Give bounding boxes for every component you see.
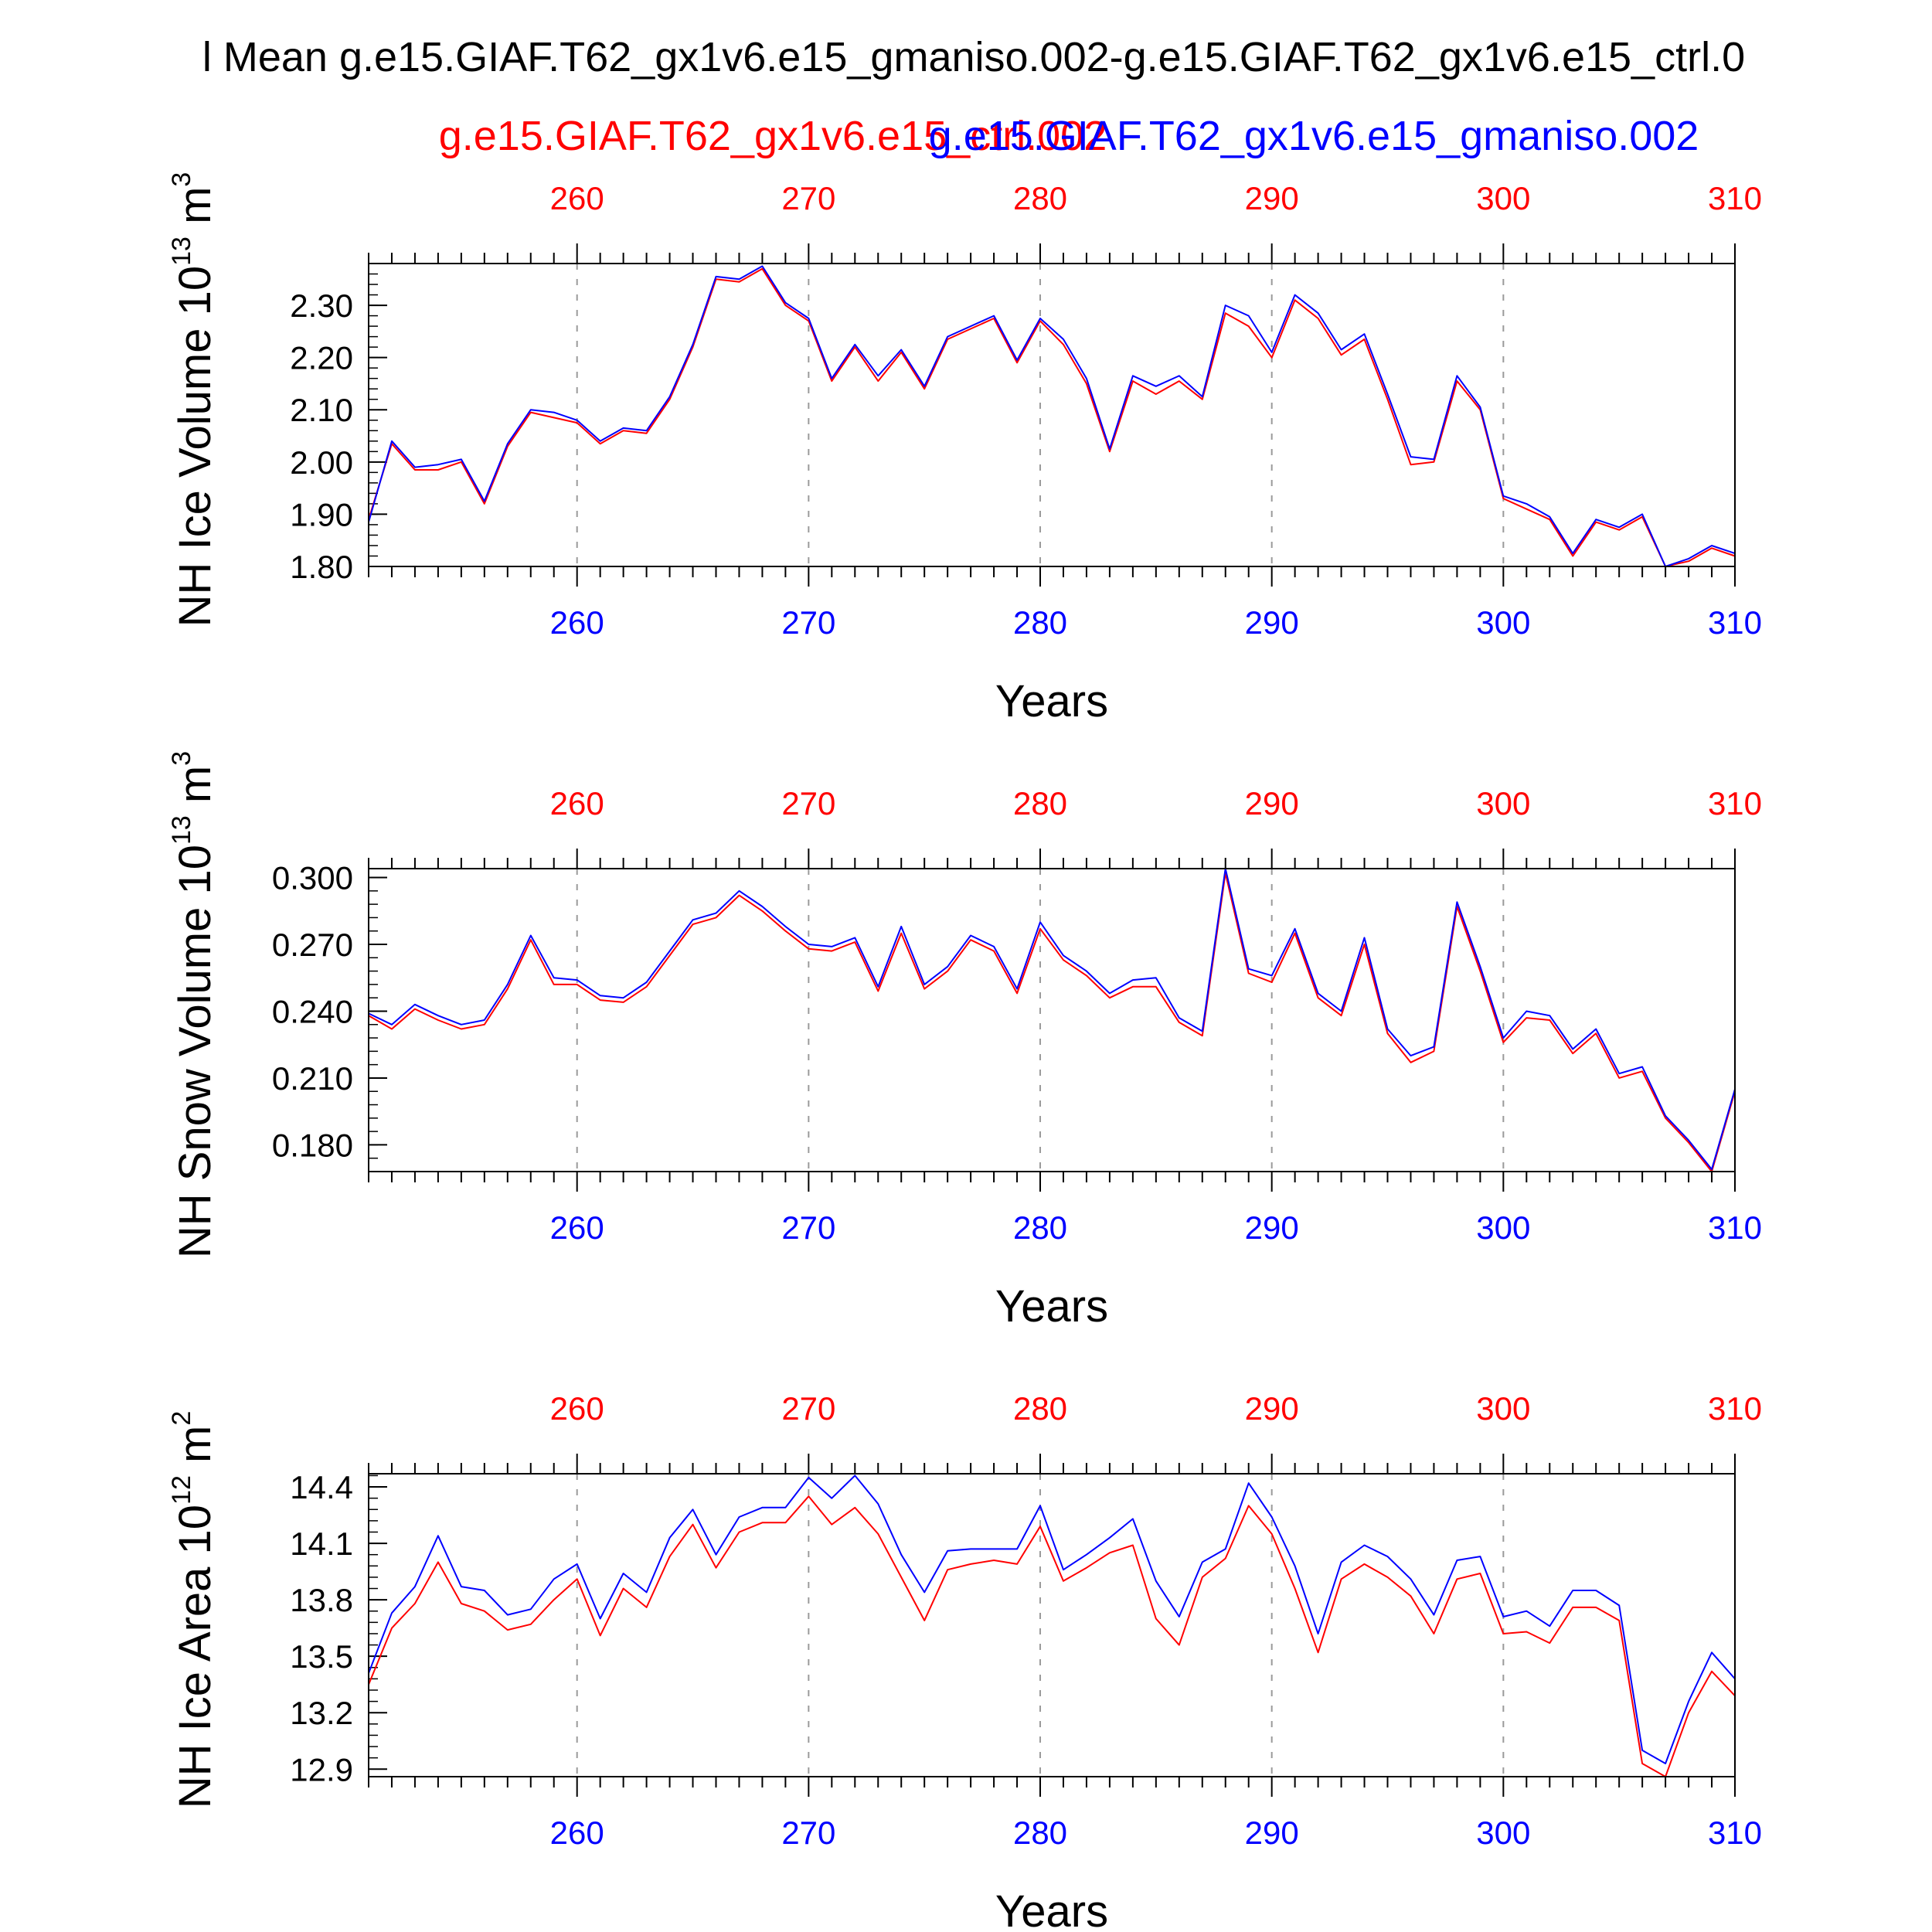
- x-tick-label-bottom: 310: [1708, 604, 1762, 641]
- y-axis-title-text: m: [170, 766, 220, 815]
- y-axis-title-text: NH Snow Volume 10: [170, 845, 220, 1258]
- x-tick-label-top: 290: [1245, 180, 1299, 216]
- x-tick-label-top: 280: [1013, 1390, 1067, 1427]
- y-tick-label: 12.9: [290, 1751, 353, 1787]
- x-tick-label-top: 280: [1013, 180, 1067, 216]
- y-tick-label: 13.8: [290, 1582, 353, 1618]
- chart-title: l Mean g.e15.GIAF.T62_gx1v6.e15_gmaniso.…: [202, 34, 1745, 80]
- series-line-blue: [368, 265, 1736, 567]
- x-tick-label-top: 290: [1245, 785, 1299, 821]
- y-axis-title-text: NH Ice Volume 10: [170, 266, 220, 627]
- y-tick-label: 14.1: [290, 1526, 353, 1562]
- x-tick-label-bottom: 270: [781, 1209, 835, 1246]
- y-tick-label: 13.5: [290, 1638, 353, 1675]
- y-tick-label: 0.240: [272, 993, 353, 1029]
- series-line-blue: [368, 1475, 1736, 1764]
- x-tick-label-bottom: 290: [1245, 604, 1299, 641]
- panel-2: 0.180 0.210 0.240 0.270 0.300 260 260 270 270 280…: [167, 751, 1762, 1332]
- y-tick-label: 0.270: [272, 927, 353, 963]
- x-tick-label-top: 300: [1476, 785, 1530, 821]
- y-tick-label: 13.2: [290, 1695, 353, 1731]
- subtitle-blue-series: g.e15.GIAF.T62_gx1v6.e15_gmaniso.002: [929, 113, 1699, 159]
- series-line-blue: [368, 868, 1736, 1171]
- x-tick-label-top: 260: [550, 785, 604, 821]
- panel-3: 12.9 13.2 13.5 13.8 14.1 14.4 260 260 270 270 280 2…: [167, 1390, 1762, 1932]
- y-tick-label: 2.10: [290, 392, 353, 428]
- y-tick-label: 1.80: [290, 549, 353, 585]
- plot-frame: [368, 868, 1736, 1172]
- plot-frame: [368, 263, 1736, 567]
- x-tick-label-top: 300: [1476, 180, 1530, 216]
- x-tick-label-bottom: 270: [781, 604, 835, 641]
- x-tick-label-bottom: 280: [1013, 604, 1067, 641]
- x-axis-title: Years: [995, 676, 1108, 726]
- y-tick-label: 1.90: [290, 496, 353, 532]
- x-tick-label-bottom: 280: [1013, 1209, 1067, 1246]
- y-tick-label: 14.4: [290, 1469, 353, 1505]
- series-line-red: [368, 872, 1736, 1172]
- y-axis-title-superscript: 13: [167, 236, 196, 266]
- y-axis-title: NH Ice Volume 1013 m3: [167, 172, 220, 628]
- x-tick-label-top: 280: [1013, 785, 1067, 821]
- x-tick-label-bottom: 310: [1708, 1209, 1762, 1246]
- y-axis-title-text: NH Ice Area 10: [170, 1505, 220, 1808]
- x-tick-label-bottom: 300: [1476, 604, 1530, 641]
- x-tick-label-top: 310: [1708, 1390, 1762, 1427]
- y-tick-label: 0.210: [272, 1060, 353, 1097]
- x-tick-label-top: 300: [1476, 1390, 1530, 1427]
- x-tick-label-bottom: 280: [1013, 1815, 1067, 1851]
- x-tick-label-top: 310: [1708, 785, 1762, 821]
- x-tick-label-bottom: 270: [781, 1815, 835, 1851]
- y-axis-title-superscript: 3: [167, 751, 196, 766]
- y-axis-title-superscript: 12: [167, 1475, 196, 1505]
- y-tick-label: 2.30: [290, 287, 353, 324]
- x-tick-label-top: 290: [1245, 1390, 1299, 1427]
- y-tick-label: 0.180: [272, 1127, 353, 1163]
- y-tick-label: 0.300: [272, 860, 353, 896]
- y-tick-label: 2.00: [290, 444, 353, 481]
- panels: 1.80 1.90 2.00 2.10 2.20 2.30 260 260 270 270 280 2…: [167, 172, 1762, 1932]
- series-line-red: [368, 1495, 1736, 1777]
- y-axis-title: NH Snow Volume 1013 m3: [167, 751, 220, 1258]
- y-axis-title-text: m: [170, 187, 220, 236]
- subtitle-red-series: g.e15.GIAF.T62_gx1v6.e15_ctrl.002: [439, 113, 1107, 159]
- x-tick-label-bottom: 290: [1245, 1815, 1299, 1851]
- x-tick-label-bottom: 260: [550, 604, 604, 641]
- x-tick-label-top: 310: [1708, 180, 1762, 216]
- x-tick-label-bottom: 260: [550, 1209, 604, 1246]
- plot-frame: [368, 1473, 1736, 1777]
- x-tick-label-top: 270: [781, 1390, 835, 1427]
- y-tick-label: 2.20: [290, 340, 353, 376]
- y-axis-title: NH Ice Area 1012 m2: [167, 1411, 220, 1809]
- x-tick-label-bottom: 260: [550, 1815, 604, 1851]
- y-axis-title-superscript: 2: [167, 1411, 196, 1426]
- x-axis-title: Years: [995, 1886, 1108, 1932]
- x-tick-label-bottom: 290: [1245, 1209, 1299, 1246]
- series-line-red: [368, 267, 1736, 567]
- y-axis-title-superscript: 13: [167, 815, 196, 845]
- x-tick-label-top: 270: [781, 785, 835, 821]
- x-tick-label-bottom: 300: [1476, 1209, 1530, 1246]
- x-tick-label-top: 260: [550, 180, 604, 216]
- y-axis-title-superscript: 3: [167, 172, 196, 187]
- x-tick-label-bottom: 300: [1476, 1815, 1530, 1851]
- y-axis-title-text: m: [170, 1426, 220, 1475]
- x-tick-label-top: 260: [550, 1390, 604, 1427]
- x-tick-label-top: 270: [781, 180, 835, 216]
- x-axis-title: Years: [995, 1281, 1108, 1332]
- x-tick-label-bottom: 310: [1708, 1815, 1762, 1851]
- panel-1: 1.80 1.90 2.00 2.10 2.20 2.30 260 260 270 270 280 2…: [167, 172, 1762, 726]
